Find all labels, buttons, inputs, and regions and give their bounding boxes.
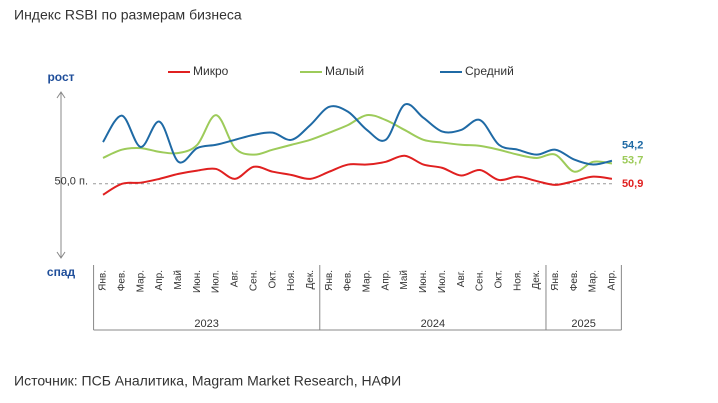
line	[102, 102, 613, 166]
x-tick-label: Авг.	[230, 270, 241, 287]
x-tick-label: Мар.	[588, 270, 599, 292]
year-label: 2025	[571, 318, 595, 330]
x-tick-label: Май	[399, 270, 410, 290]
x-tick-label: Ноя.	[512, 270, 523, 291]
down-label: спад	[47, 265, 76, 279]
x-tick-label: Окт.	[267, 270, 278, 289]
legend-label: Средний	[465, 64, 514, 78]
x-tick-label: Апр.	[154, 270, 165, 290]
x-tick-label: Июл.	[211, 270, 222, 293]
x-tick-label: Ноя.	[286, 270, 297, 291]
x-tick-label: Янв.	[550, 270, 561, 291]
x-tick-label: Сен.	[475, 270, 486, 291]
x-tick-label: Фев.	[569, 270, 580, 291]
x-tick-label: Янв.	[98, 270, 109, 291]
x-tick-label: Июл.	[437, 270, 448, 293]
chart-title: Индекс RSBI по размерам бизнеса	[14, 7, 242, 23]
x-tick-label: Фев.	[343, 270, 354, 291]
year-label: 2023	[194, 318, 218, 330]
x-tick-label: Май	[173, 270, 184, 290]
x-tick-label: Мар.	[135, 270, 146, 292]
value-label: 53,7	[622, 154, 643, 166]
x-tick-label: Апр.	[607, 270, 618, 290]
arrow-head	[56, 91, 66, 99]
x-tick-label: Янв.	[324, 270, 335, 291]
year-label: 2024	[421, 318, 445, 330]
source: Источник: ПСБ Аналитика, Magram Market R…	[14, 373, 401, 389]
x-tick-label: Авг.	[456, 270, 467, 287]
x-tick-label: Сен.	[248, 270, 259, 291]
x-tick-label: Окт.	[493, 270, 504, 289]
x-tick-label: Фев.	[116, 270, 127, 291]
x-tick-label: Апр.	[380, 270, 391, 290]
x-tick-label: Дек.	[531, 270, 542, 290]
line	[102, 154, 613, 196]
x-tick-label: Мар.	[362, 270, 373, 292]
value-label: 50,9	[622, 178, 643, 190]
value-label: 54,2	[622, 140, 643, 152]
x-tick-label: Июн.	[418, 270, 429, 293]
up-label: рост	[47, 70, 74, 84]
x-tick-label: Дек.	[305, 270, 316, 290]
legend-label: Малый	[325, 64, 364, 78]
arrow-head	[56, 251, 66, 259]
x-tick-label: Июн.	[192, 270, 203, 293]
reference-label: 50,0 п.	[55, 176, 88, 188]
legend-label: Микро	[193, 64, 229, 78]
